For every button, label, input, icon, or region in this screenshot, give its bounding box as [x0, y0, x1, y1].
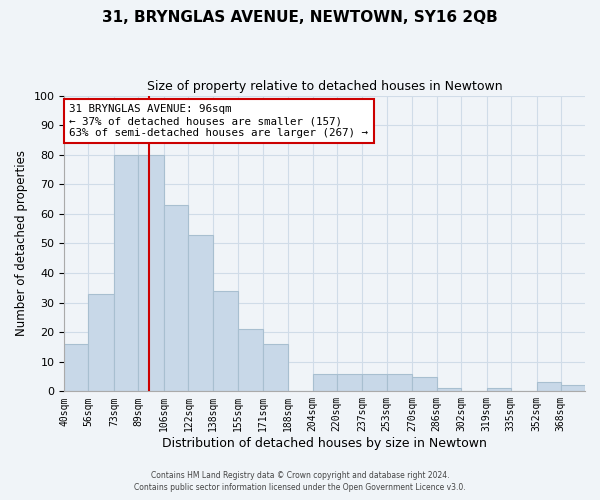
- Bar: [139, 154, 164, 392]
- Bar: [487, 388, 511, 392]
- Bar: [437, 388, 461, 392]
- Bar: [387, 374, 412, 392]
- Bar: [188, 234, 212, 392]
- Bar: [164, 205, 188, 392]
- Y-axis label: Number of detached properties: Number of detached properties: [15, 150, 28, 336]
- Bar: [561, 386, 585, 392]
- Bar: [88, 294, 114, 392]
- Text: 31, BRYNGLAS AVENUE, NEWTOWN, SY16 2QB: 31, BRYNGLAS AVENUE, NEWTOWN, SY16 2QB: [102, 10, 498, 25]
- Bar: [238, 329, 263, 392]
- X-axis label: Distribution of detached houses by size in Newtown: Distribution of detached houses by size …: [162, 437, 487, 450]
- Bar: [536, 382, 561, 392]
- Bar: [212, 291, 238, 392]
- Title: Size of property relative to detached houses in Newtown: Size of property relative to detached ho…: [147, 80, 502, 93]
- Bar: [263, 344, 289, 392]
- Bar: [362, 374, 387, 392]
- Text: Contains HM Land Registry data © Crown copyright and database right 2024.
Contai: Contains HM Land Registry data © Crown c…: [134, 471, 466, 492]
- Bar: [114, 154, 139, 392]
- Bar: [313, 374, 337, 392]
- Bar: [337, 374, 362, 392]
- Bar: [412, 376, 437, 392]
- Bar: [64, 344, 88, 392]
- Text: 31 BRYNGLAS AVENUE: 96sqm
← 37% of detached houses are smaller (157)
63% of semi: 31 BRYNGLAS AVENUE: 96sqm ← 37% of detac…: [70, 104, 368, 138]
